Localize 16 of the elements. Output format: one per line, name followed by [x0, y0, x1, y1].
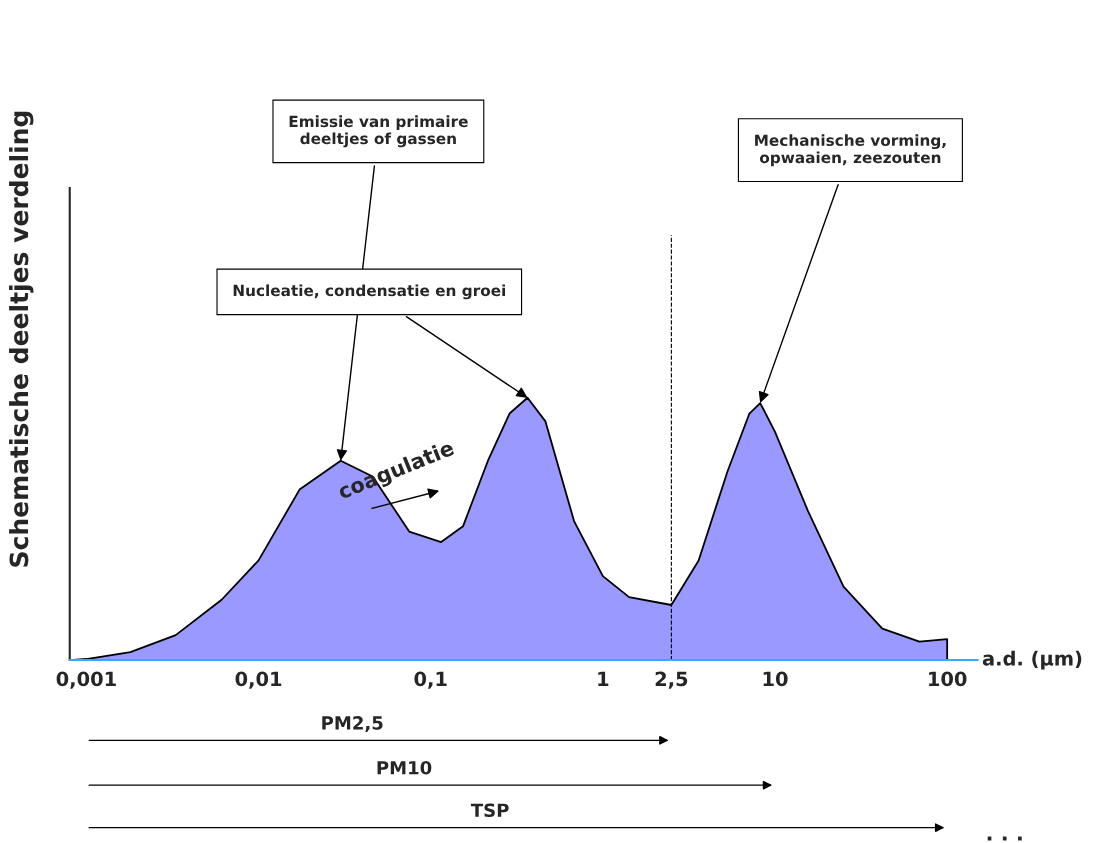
x-tick-label: 10 — [763, 671, 788, 687]
x-tick-label: 100 — [929, 671, 967, 687]
text: PM2,5 — [322, 716, 383, 733]
text: . . . — [987, 836, 1022, 841]
x-tick-label: 1 — [598, 671, 609, 686]
x-axis-title: a.d. (µm) — [982, 650, 1082, 670]
x-tick-label: 0,01 — [235, 671, 282, 689]
annotation: Nucleatie, condensatie en groei — [233, 284, 506, 300]
x-tick-label: 0,1 — [414, 671, 447, 689]
y-axis-title: Schematische deeltjes verdeling — [9, 111, 34, 567]
annotation: Emissie van primaire deeltjes of gassen — [289, 115, 468, 148]
x-tick-label: 0,001 — [56, 671, 116, 689]
text: TSP — [470, 803, 509, 818]
text: PM10 — [377, 760, 432, 775]
annotation: Mechanische vorming, opwaaien, zeezouten — [755, 134, 946, 167]
x-tick-label: 2,5 — [655, 671, 688, 689]
